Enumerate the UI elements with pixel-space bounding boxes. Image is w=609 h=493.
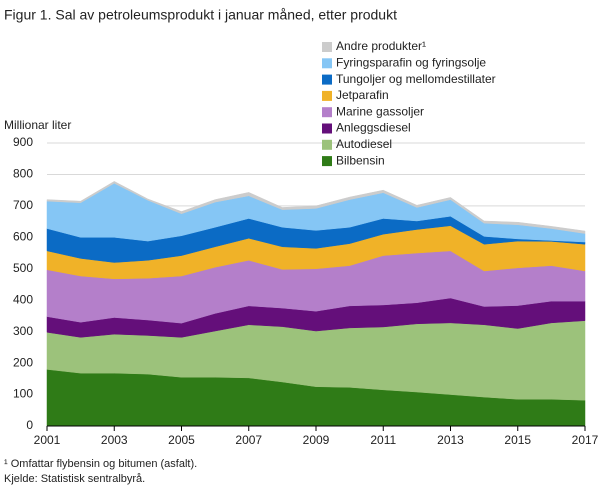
y-tick-label: 500	[13, 261, 33, 275]
legend-label: Bilbensin	[336, 153, 385, 167]
x-tick-label: 2015	[504, 433, 531, 447]
x-tick-label: 2011	[370, 433, 396, 447]
y-tick-label: 600	[13, 230, 33, 244]
x-tick-label: 2009	[303, 433, 330, 447]
legend-label: Tungoljer og mellomdestillater	[336, 72, 496, 86]
y-tick-label: 900	[13, 135, 33, 149]
footnote: ¹ Omfattar flybensin og bitumen (asfalt)…	[4, 458, 197, 470]
legend-label: Anleggsdiesel	[336, 121, 411, 135]
y-tick-label: 200	[13, 355, 33, 369]
legend-label: Marine gassoljer	[336, 104, 424, 118]
chart-title: Figur 1. Sal av petroleumsprodukt i janu…	[4, 7, 397, 23]
legend-swatch	[322, 74, 332, 85]
legend-label: Fyringsparafin og fyringsolje	[336, 55, 486, 69]
legend-label: Autodiesel	[336, 137, 392, 151]
legend-label: Andre produkter¹	[336, 39, 426, 53]
x-tick-label: 2007	[235, 433, 262, 447]
x-tick-label: 2003	[101, 433, 128, 447]
legend-swatch	[322, 123, 332, 134]
y-tick-label: 800	[13, 167, 33, 181]
legend-swatch	[322, 58, 332, 69]
x-tick-label: 2005	[168, 433, 195, 447]
legend-swatch	[322, 156, 332, 167]
y-tick-label: 300	[13, 324, 33, 338]
y-axis-label: Millionar liter	[4, 118, 71, 132]
legend-swatch	[322, 139, 332, 150]
source: Kjelde: Statistisk sentralbyrå.	[4, 473, 145, 485]
legend-swatch	[322, 42, 332, 52]
x-tick-label: 2001	[34, 433, 61, 447]
x-tick-label: 2013	[437, 433, 464, 447]
y-tick-label: 0	[26, 418, 33, 432]
x-tick-label: 2017	[572, 433, 599, 447]
y-tick-label: 700	[13, 198, 33, 212]
legend-label: Jetparafin	[336, 88, 389, 102]
y-tick-label: 400	[13, 292, 33, 306]
legend-swatch	[322, 107, 332, 118]
area	[46, 181, 586, 234]
y-tick-label: 100	[13, 387, 33, 401]
legend-swatch	[322, 90, 332, 101]
